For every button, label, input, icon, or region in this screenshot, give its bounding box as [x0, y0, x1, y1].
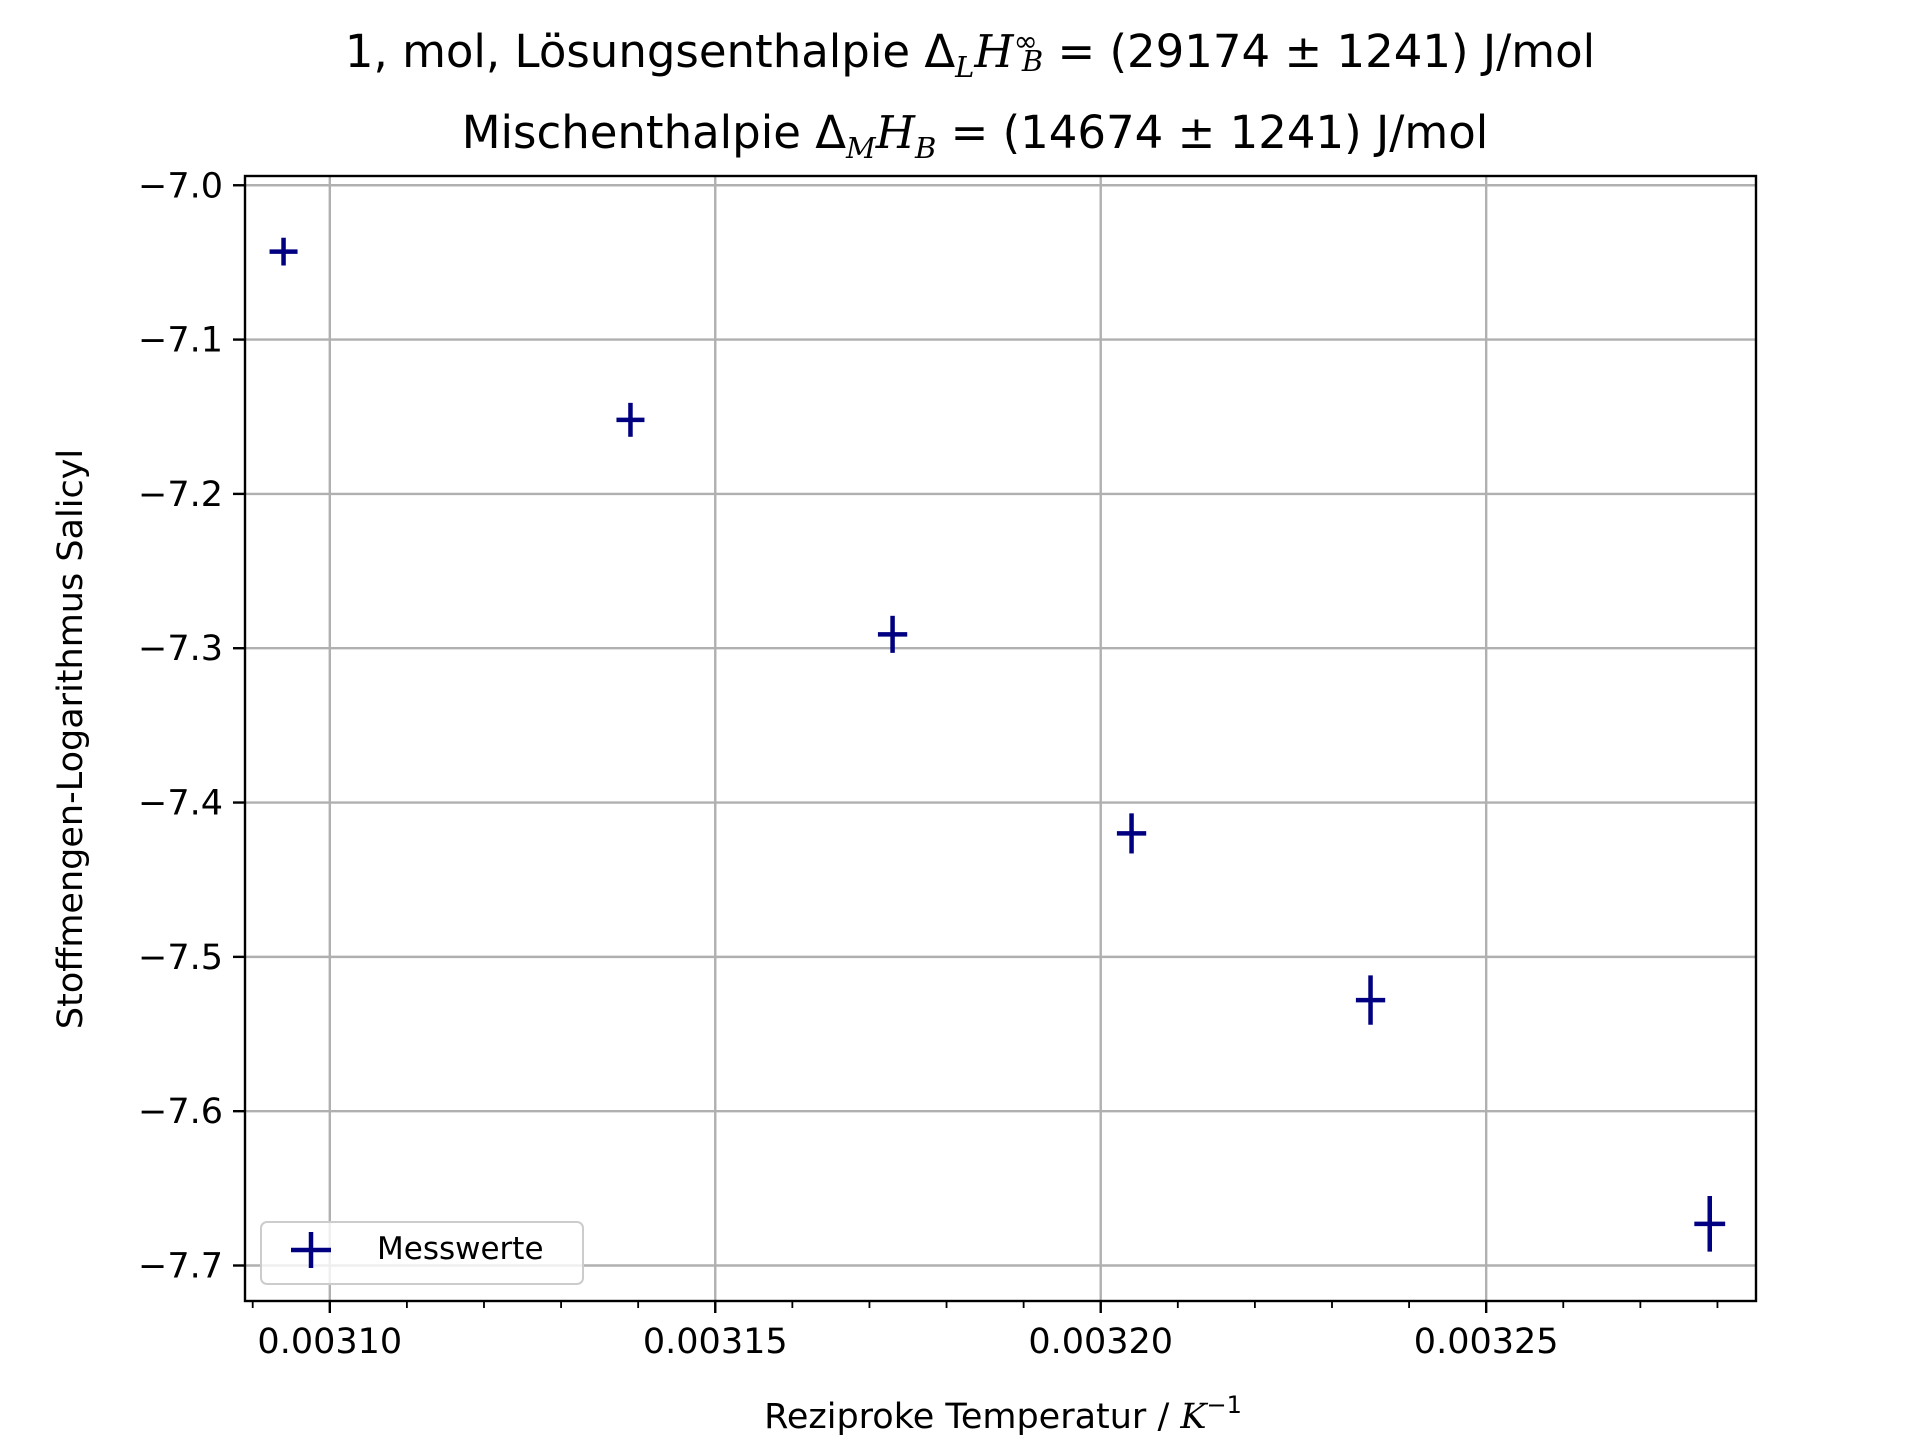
chart-title-line-1: 1, mol, Lösungsenthalpie ΔLH∞ B = (29174 … — [345, 24, 1595, 84]
y-tick-label: −7.7 — [138, 1247, 223, 1287]
x-tick-label: 0.00315 — [643, 1322, 788, 1362]
grid-lines — [245, 176, 1756, 1301]
legend-label-messwerte: Messwerte — [377, 1231, 544, 1267]
data-point-4 — [1116, 813, 1147, 854]
y-tick-label: −7.2 — [138, 475, 223, 515]
title-line-2-prefix: Mischenthalpie Δ — [462, 106, 847, 159]
y-tick-label: −7.4 — [138, 784, 223, 824]
y-axis-label: Stoffmengen-Logarithmus Salicyl — [51, 449, 91, 1029]
title-line-1-subscript-l: L — [954, 50, 974, 84]
data-point-1 — [269, 237, 298, 266]
x-tick-label: 0.00310 — [257, 1322, 402, 1362]
title-line-2-subscript-m: M — [845, 131, 877, 165]
data-point-5 — [1355, 975, 1386, 1025]
chart-title-line-2: Mischenthalpie ΔMHB = (14674 ± 1241) J/m… — [462, 106, 1489, 165]
legend: Messwerte — [260, 1221, 584, 1285]
title-line-1-suffix: = (29174 ± 1241) J/mol — [1043, 25, 1595, 78]
x-axis-label: Reziproke Temperatur / K−1 — [764, 1391, 1242, 1437]
plot-frame — [243, 174, 1758, 1303]
y-tick-label: −7.1 — [138, 321, 223, 361]
y-tick-label: −7.3 — [138, 629, 223, 669]
data-point-2 — [616, 402, 645, 437]
x-axis-label-prefix: Reziproke Temperatur / — [764, 1397, 1180, 1437]
x-tick-label: 0.00325 — [1414, 1322, 1559, 1362]
x-axis-label-unit: K — [1179, 1397, 1208, 1437]
data-point-6 — [1694, 1196, 1726, 1252]
data-markers — [269, 237, 1726, 1252]
y-tick-label: −7.0 — [138, 166, 223, 206]
x-axis-label-exponent: −1 — [1207, 1391, 1242, 1419]
chart-title: 1, mol, Lösungsenthalpie ΔLH∞ B = (29174 … — [345, 24, 1595, 165]
y-tick-label: −7.6 — [138, 1092, 223, 1132]
x-axis-ticks: 0.00310 0.00315 0.00320 0.00325 — [251, 1301, 1719, 1362]
title-line-1-prefix: 1, mol, Lösungsenthalpie Δ — [345, 25, 956, 78]
title-line-2-symbol-h: H — [875, 106, 916, 159]
title-line-1-superscript-infinity: ∞ — [1014, 24, 1038, 58]
y-tick-label: −7.5 — [138, 938, 223, 978]
title-line-2-suffix: = (14674 ± 1241) J/mol — [936, 106, 1488, 159]
title-line-1-subscript-b: B — [1021, 44, 1043, 78]
x-tick-label: 0.00320 — [1028, 1322, 1173, 1362]
title-line-1-symbol-h: H — [973, 25, 1014, 78]
legend-marker — [291, 1232, 331, 1268]
data-point-3 — [877, 615, 908, 653]
y-axis-ticks: −7.0 −7.1 −7.2 −7.3 −7.4 −7.5 −7.6 −7.7 — [138, 166, 245, 1287]
legend-box — [260, 1221, 584, 1285]
title-line-2-subscript-b: B — [914, 131, 936, 165]
